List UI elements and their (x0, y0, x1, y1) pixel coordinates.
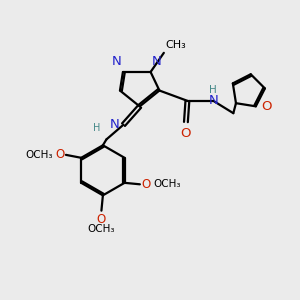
Text: OCH₃: OCH₃ (88, 224, 115, 234)
Text: H: H (93, 123, 100, 133)
Text: O: O (261, 100, 272, 113)
Text: CH₃: CH₃ (165, 40, 186, 50)
Text: N: N (112, 56, 122, 68)
Text: N: N (110, 118, 120, 131)
Text: O: O (55, 148, 64, 161)
Text: OCH₃: OCH₃ (25, 150, 53, 160)
Text: H: H (209, 85, 217, 95)
Text: N: N (152, 56, 162, 68)
Text: O: O (142, 178, 151, 191)
Text: O: O (97, 213, 106, 226)
Text: OCH₃: OCH₃ (153, 179, 181, 189)
Text: N: N (208, 94, 218, 107)
Text: O: O (181, 127, 191, 140)
